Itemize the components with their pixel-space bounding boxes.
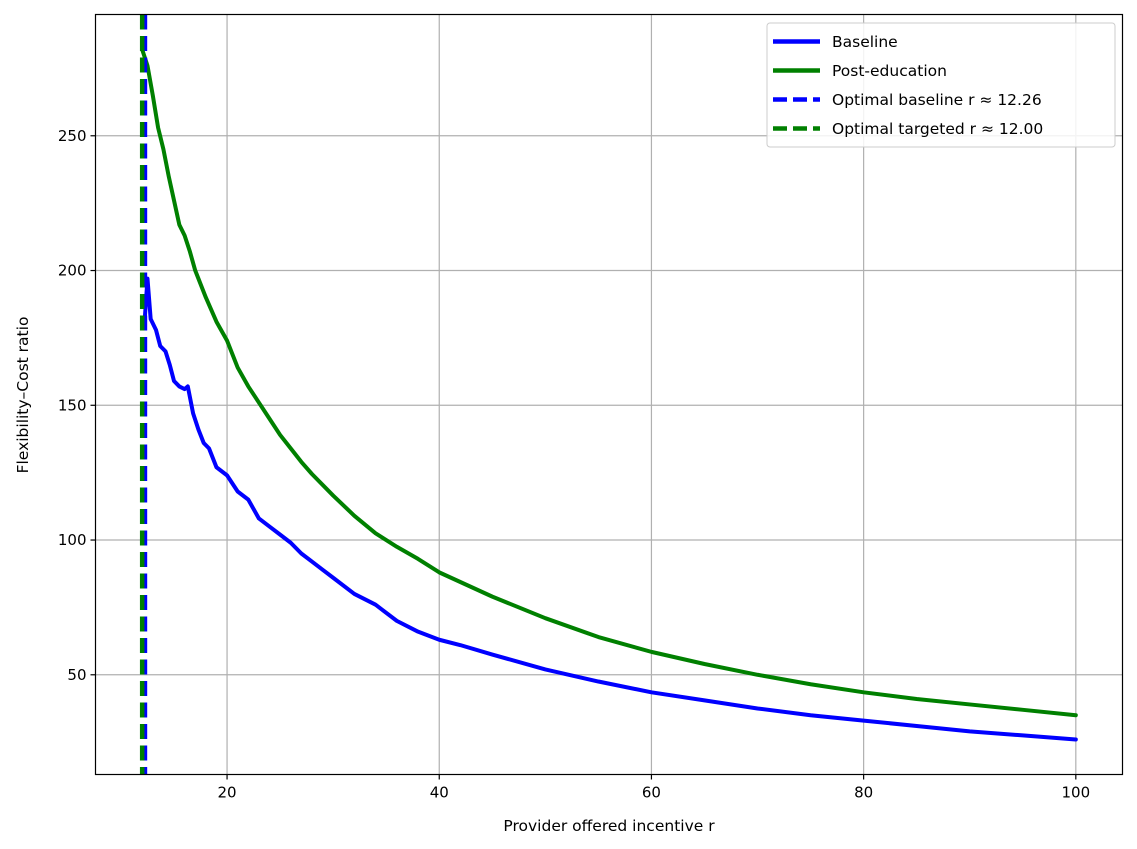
- y-tick-label: 100: [58, 531, 87, 549]
- series-1-line: [142, 276, 1078, 742]
- x-tick-label: 80: [854, 784, 873, 802]
- plot-frame: [94, 13, 1124, 776]
- legend-entries: Baseline Post-education Optimal baseline r…: [773, 33, 1043, 138]
- x-tick-label: 100: [1061, 784, 1090, 802]
- y-tick-label: 150: [58, 396, 87, 414]
- legend-label: Baseline: [832, 33, 898, 51]
- y-tick-label: 50: [67, 666, 86, 684]
- y-tick-label: 250: [58, 127, 87, 145]
- x-axis-label: Provider offered incentive r: [503, 817, 715, 835]
- y-tick-label: 200: [58, 262, 87, 280]
- legend-entry: Optimal targeted r ≈ 12.00: [773, 120, 1043, 138]
- y-axis-label: Flexibility–Cost ratio: [14, 317, 32, 474]
- legend: Baseline Post-education Optimal baseline r…: [766, 22, 1116, 148]
- x-tick-label: 60: [642, 784, 661, 802]
- legend-label: Post-education: [832, 62, 947, 80]
- series-layer: [139, 14, 1078, 775]
- legend-entry: Baseline: [773, 33, 898, 51]
- x-tick-label: 40: [430, 784, 449, 802]
- legend-entry: Post-education: [773, 62, 947, 80]
- tick-layer: 20 40 60 80 100 50 100 150 200 250: [58, 127, 1090, 802]
- x-tick-label: 20: [218, 784, 237, 802]
- series-2-line: [140, 47, 1078, 718]
- legend-entry: Optimal baseline r ≈ 12.26: [773, 91, 1042, 109]
- legend-box: [766, 22, 1116, 148]
- legend-label: Optimal targeted r ≈ 12.00: [832, 120, 1043, 138]
- legend-label: Optimal baseline r ≈ 12.26: [832, 91, 1042, 109]
